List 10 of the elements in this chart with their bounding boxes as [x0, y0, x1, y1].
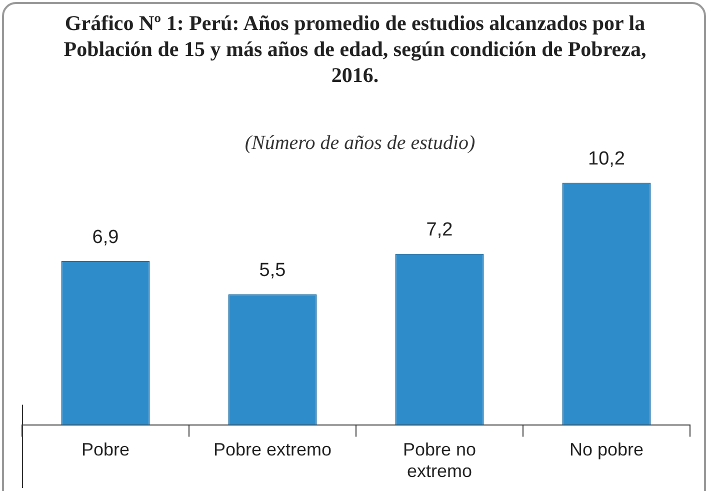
data-label: 6,9: [92, 226, 119, 248]
chart-title: Gráfico Nº 1: Perú: Años promedio de estudios alcanzados por la Población de 15 y más años de edad, según condición de Pobreza, 2016.: [62, 10, 648, 88]
x-tick-label: No pobre: [569, 440, 644, 460]
data-label: 7,2: [426, 220, 453, 241]
x-tick-label: Pobre no extremo: [402, 440, 476, 482]
chart-subtitle: (Número de años de estudio): [244, 132, 476, 155]
data-label: 10,2: [588, 148, 625, 170]
x-tick-label: Pobre extremo: [213, 440, 332, 460]
x-tick-label: Pobre: [81, 440, 130, 460]
data-label: 5,5: [259, 260, 286, 281]
